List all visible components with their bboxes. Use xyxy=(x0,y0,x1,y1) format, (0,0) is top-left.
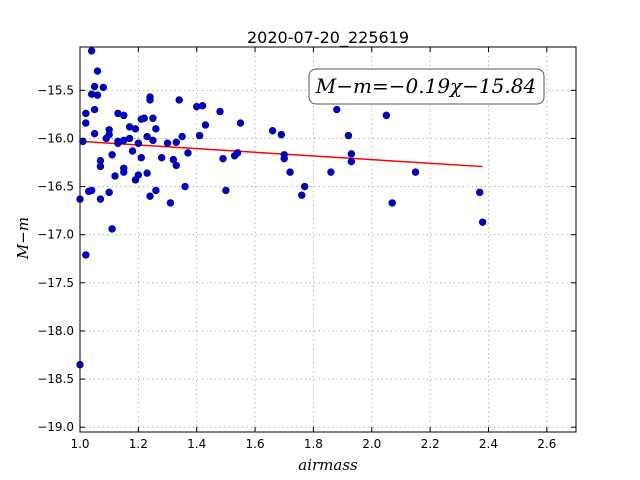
data-point xyxy=(90,105,99,114)
data-point xyxy=(184,149,192,157)
data-point xyxy=(347,157,356,166)
data-point xyxy=(181,182,189,191)
x-axis-title: airmass xyxy=(298,456,358,474)
x-tick-label: 1.0 xyxy=(70,437,89,451)
chart-title: 2020-07-20_225619 xyxy=(247,28,409,48)
data-point xyxy=(128,147,137,155)
x-tick-label: 1.2 xyxy=(129,437,148,451)
data-point xyxy=(298,191,306,199)
x-tick-label: 2.4 xyxy=(479,437,498,451)
data-point xyxy=(82,119,90,127)
data-point xyxy=(143,132,151,141)
y-tick-label: −17.0 xyxy=(37,228,74,242)
data-point xyxy=(79,137,87,146)
data-point xyxy=(149,114,157,122)
data-point xyxy=(120,164,128,172)
fit-equation-text: M−m=−0.19χ−15.84 xyxy=(315,74,536,98)
fit-equation-box: M−m=−0.19χ−15.84 xyxy=(308,68,545,105)
data-point xyxy=(172,161,180,170)
data-point xyxy=(96,195,105,203)
data-point xyxy=(157,153,166,162)
data-point xyxy=(105,188,113,197)
data-point xyxy=(172,138,180,146)
data-point xyxy=(198,102,207,110)
data-point xyxy=(169,155,178,164)
y-tick-label: −17.5 xyxy=(37,276,74,290)
x-tick-label: 1.4 xyxy=(187,437,206,451)
data-point xyxy=(277,130,286,139)
data-point xyxy=(300,182,309,191)
data-point xyxy=(333,105,341,114)
data-point xyxy=(114,139,122,147)
y-tick-label: −16.5 xyxy=(37,180,74,194)
data-point xyxy=(137,153,145,162)
data-point xyxy=(82,251,90,259)
data-points xyxy=(76,47,487,369)
fit-equation-frame xyxy=(308,68,545,105)
data-point xyxy=(175,96,183,104)
data-point xyxy=(146,96,154,104)
data-point xyxy=(146,192,154,200)
data-point xyxy=(201,121,210,129)
plot-frame xyxy=(79,46,577,433)
x-tick-label: 2.6 xyxy=(537,437,556,451)
data-point xyxy=(216,107,224,116)
data-point xyxy=(152,125,160,133)
y-tick-label: −16.0 xyxy=(37,131,74,145)
data-point xyxy=(344,131,353,140)
x-tick-label: 1.8 xyxy=(304,437,323,451)
data-point xyxy=(125,134,134,143)
data-point xyxy=(93,91,102,99)
axis-ticks: 1.0 1.2 1.4 1.6 1.8 2.0 2.2 2.4 2.6 −15.5 −16.0 −16… xyxy=(37,47,576,451)
data-point xyxy=(347,150,356,158)
data-point xyxy=(105,130,113,139)
data-point xyxy=(233,149,242,157)
x-tick-label: 1.6 xyxy=(246,437,265,451)
data-point xyxy=(120,111,128,120)
y-tick-label: −18.5 xyxy=(37,372,74,386)
data-point xyxy=(280,154,288,163)
data-point xyxy=(166,199,175,207)
y-axis-title: M−m xyxy=(14,217,32,260)
data-point xyxy=(219,154,227,163)
data-point xyxy=(134,139,143,147)
data-point xyxy=(93,67,102,75)
data-point xyxy=(143,169,151,177)
data-point xyxy=(87,47,96,55)
data-point xyxy=(163,139,172,147)
data-point xyxy=(478,218,487,226)
data-point xyxy=(96,162,105,171)
data-point xyxy=(411,168,420,176)
data-point xyxy=(149,136,157,145)
data-point xyxy=(286,168,294,176)
data-point xyxy=(140,114,148,122)
data-point xyxy=(388,199,396,207)
data-point xyxy=(108,151,116,159)
data-point xyxy=(327,168,335,176)
y-tick-label: −15.5 xyxy=(37,83,74,97)
data-point xyxy=(90,129,99,138)
data-point xyxy=(382,111,391,120)
data-point xyxy=(152,186,160,195)
y-tick-label: −18.0 xyxy=(37,324,74,338)
data-point xyxy=(108,225,116,233)
data-point xyxy=(82,109,90,118)
y-tick-label: −19.0 xyxy=(37,420,74,434)
data-point xyxy=(111,172,119,180)
x-tick-label: 2.2 xyxy=(421,437,440,451)
data-point xyxy=(268,127,277,135)
data-point xyxy=(99,83,108,92)
data-point xyxy=(476,188,484,197)
data-point xyxy=(236,119,245,127)
data-point xyxy=(131,125,140,133)
data-point xyxy=(195,131,204,140)
data-point xyxy=(134,171,143,179)
data-point xyxy=(87,186,96,195)
data-point xyxy=(222,186,230,195)
x-tick-label: 2.0 xyxy=(362,437,381,451)
data-point xyxy=(178,132,186,141)
data-point xyxy=(90,82,99,91)
